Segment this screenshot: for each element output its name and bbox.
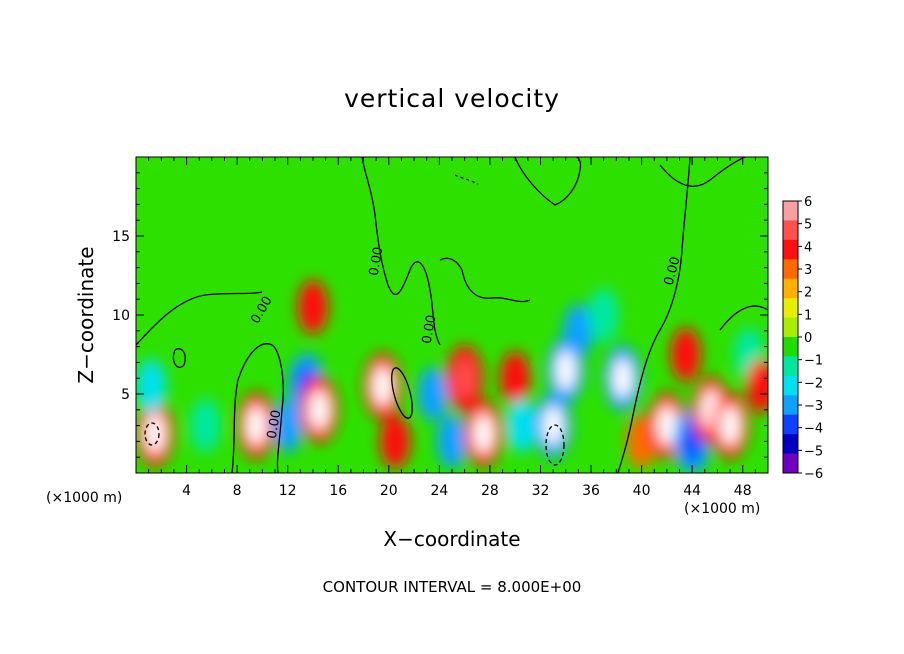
- colorbar-label: −6: [804, 467, 823, 482]
- y-tick-label: 5: [121, 387, 130, 403]
- colorbar-label: 0: [804, 331, 812, 346]
- heat-blob: [436, 414, 468, 469]
- contour-line: [454, 174, 479, 185]
- x-tick-label: 40: [633, 483, 651, 499]
- colorbar-label: −1: [804, 354, 823, 369]
- contour-label: 0.00: [265, 409, 285, 440]
- colorbar-swatch: [783, 395, 798, 416]
- contour-interval-text: CONTOUR INTERVAL = 8.000E+00: [322, 578, 582, 596]
- contour-line: [719, 305, 768, 331]
- x-tick-label: 32: [532, 483, 550, 499]
- zero-contours: [136, 157, 768, 473]
- colorbar-label: 5: [804, 218, 812, 233]
- heat-blob: [417, 367, 449, 421]
- contour-line: [231, 343, 284, 473]
- x-tick-label: 16: [329, 483, 347, 499]
- heat-blob: [506, 398, 537, 453]
- contour-line: [136, 291, 263, 346]
- colorbar-swatch: [783, 239, 798, 260]
- colorbar-swatch: [783, 414, 798, 435]
- contour-line: [514, 157, 582, 206]
- colorbar-swatch: [783, 453, 798, 474]
- heat-blob-core: [543, 405, 564, 446]
- x-unit-right: (×1000 m): [684, 501, 761, 517]
- y-axis-label: Z−coordinate: [74, 246, 98, 384]
- colorbar-label: −5: [804, 444, 823, 459]
- contour-line: [144, 422, 160, 446]
- heat-blob-core: [145, 413, 165, 454]
- heat-blob: [588, 288, 619, 342]
- colorbar-swatch: [783, 317, 798, 338]
- colorbar-label: 2: [804, 286, 812, 301]
- y-axis: 5 10 15: [112, 172, 768, 458]
- colorbar-swatch: [783, 375, 798, 396]
- colorbar-swatch: [783, 434, 798, 455]
- colorbar-swatch: [783, 259, 798, 280]
- heat-blob: [746, 359, 768, 414]
- chart-title: vertical velocity: [344, 84, 560, 113]
- heat-blob: [499, 351, 531, 406]
- colorbar: 6 5 4 3 2 1 0 −1 −2 −3 −4 −5 −6: [782, 195, 823, 482]
- contour-line: [439, 257, 531, 303]
- heat-blob-core: [309, 390, 330, 430]
- colorbar-label: −2: [804, 376, 823, 391]
- colorbar-swatch: [783, 298, 798, 319]
- x-tick-label: 4: [182, 483, 191, 499]
- x-axis: 4 8 12 16 20 24 28 32 36 40 44 48: [148, 157, 756, 499]
- heat-blob-core: [720, 405, 740, 446]
- contour-label: 0.00: [662, 255, 684, 287]
- heat-blob-core: [473, 413, 494, 454]
- contour-line: [545, 424, 565, 466]
- colorbar-label: 4: [804, 240, 812, 255]
- plot-area: 0.000.000.000.000.00: [135, 156, 769, 474]
- x-unit-left: (×1000 m): [46, 490, 123, 506]
- heat-blob-core: [372, 366, 393, 406]
- contour-label: 0.00: [367, 246, 387, 277]
- contour-line: [659, 157, 746, 187]
- contour-label: 0.00: [420, 314, 440, 345]
- contour-line: [172, 348, 186, 368]
- x-tick-label: 12: [279, 483, 297, 499]
- heat-blob-core: [454, 358, 475, 399]
- heat-blob: [136, 359, 167, 414]
- heat-blob-core: [656, 405, 677, 446]
- x-tick-label: 28: [481, 483, 499, 499]
- x-tick-label: 44: [683, 483, 701, 499]
- x-tick-label: 24: [430, 483, 448, 499]
- heat-blob-core: [555, 350, 576, 391]
- contour-line: [391, 367, 413, 419]
- colorbar-swatch: [783, 356, 798, 377]
- x-tick-label: 36: [582, 483, 600, 499]
- y-tick-label: 10: [112, 308, 130, 324]
- colorbar-swatch: [783, 278, 798, 299]
- colorbar-label: 1: [804, 308, 812, 323]
- heat-blob: [297, 280, 329, 335]
- x-tick-label: 48: [734, 483, 752, 499]
- colorbar-swatch: [783, 220, 798, 241]
- heat-blob: [379, 414, 411, 469]
- heat-blob: [563, 303, 594, 358]
- x-tick-label: 8: [233, 483, 242, 499]
- heat-blob: [670, 327, 702, 382]
- x-tick-label: 20: [380, 483, 398, 499]
- heat-blob-core: [612, 358, 633, 399]
- x-axis-label: X−coordinate: [383, 527, 521, 551]
- colorbar-swatch: [783, 201, 798, 221]
- colorbar-label: −4: [804, 422, 823, 437]
- contour-line: [361, 157, 441, 346]
- heat-blob: [190, 398, 221, 453]
- heat-blob-core: [246, 405, 266, 446]
- colorbar-swatch: [783, 337, 798, 357]
- contour-line: [617, 157, 691, 473]
- colorbar-label: 3: [804, 263, 812, 278]
- colorbar-label: 6: [804, 195, 812, 210]
- y-tick-label: 15: [112, 229, 130, 245]
- colorbar-label: −3: [804, 399, 823, 414]
